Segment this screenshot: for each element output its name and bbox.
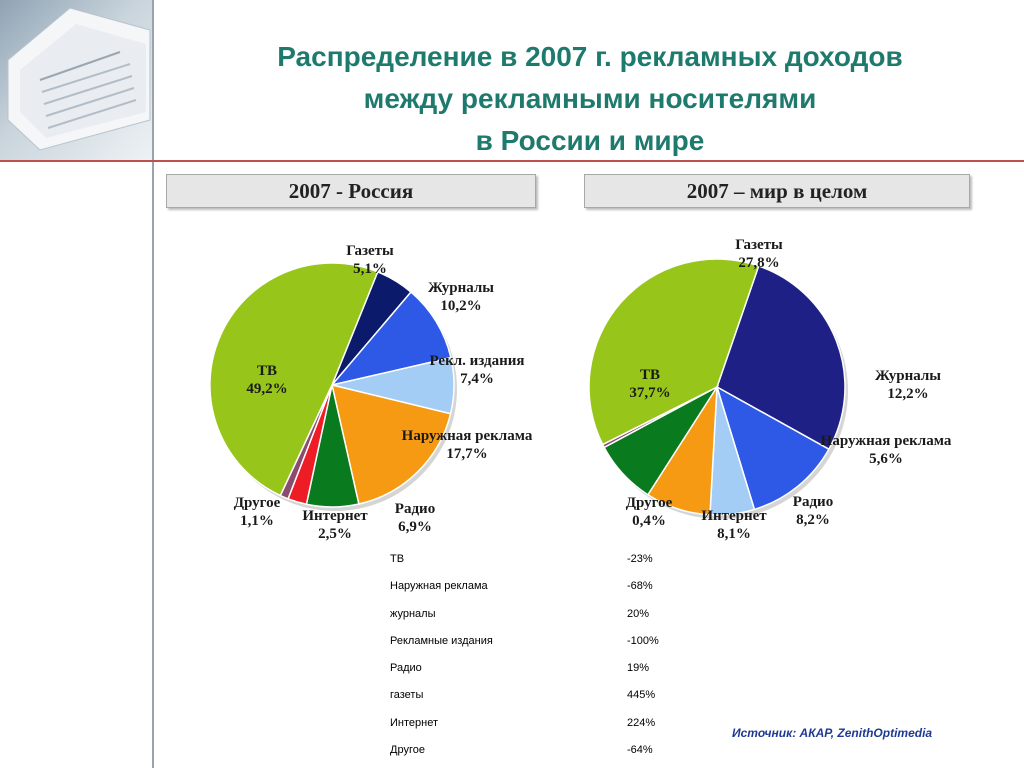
row-label: Другое (390, 744, 425, 757)
table-row: Другое -64% (380, 737, 700, 764)
title-line-2: между рекламными носителями (363, 83, 817, 114)
row-value: 19% (627, 662, 650, 675)
row-value: -68% (627, 580, 653, 593)
vertical-divider (152, 0, 154, 768)
slice-label: Интернет 8,1% (701, 508, 767, 542)
slice-label: ТВ 49,2% (246, 363, 287, 397)
slice-label: ТВ 37,7% (629, 367, 670, 401)
world-pie (588, 258, 848, 519)
table-row: Радио 19% (380, 655, 700, 682)
row-value: 20% (627, 607, 650, 620)
slice-label: Другое 1,1% (234, 495, 281, 529)
slice-label: Другое 0,4% (626, 495, 673, 529)
row-label: ТВ (390, 553, 405, 565)
pie-slice (715, 385, 830, 511)
slice-label: Радио 8,2% (793, 494, 833, 528)
pie-slice (588, 258, 760, 446)
pie-slice (331, 383, 452, 505)
row-label: газеты (390, 689, 424, 702)
table-row: Интернет 224% (380, 710, 700, 737)
slice-label: Наружная реклама 5,6% (821, 433, 952, 467)
slice-label: Газеты 27,8% (735, 237, 783, 271)
pie-slice (716, 265, 846, 451)
slice-label: Радио 6,9% (395, 501, 435, 535)
table-row: газеты 445% (380, 682, 700, 709)
world-chart-header: 2007 – мир в целом (584, 174, 970, 208)
slice-label: Рекл. издания 7,4% (429, 353, 524, 387)
table-row: ТВ -23% (380, 546, 700, 573)
slice-label: Журналы 10,2% (428, 280, 494, 314)
change-table: ТВ -23% Наружная реклама -68% журналы 20% Рекл… (380, 546, 700, 764)
russia-chart-header: 2007 - Россия (166, 174, 536, 208)
table-row: журналы 20% (380, 601, 700, 628)
title-underline (0, 160, 1024, 162)
title-line-3: в России и мире (475, 125, 705, 156)
row-value: -23% (627, 553, 653, 565)
table-row: Рекламные издания -100% (380, 628, 700, 655)
slice-label: Интернет 2,5% (302, 508, 368, 542)
row-value: 224% (627, 716, 656, 729)
pie-slice (329, 290, 452, 387)
row-value: -64% (627, 744, 653, 757)
table-row: Наружная реклама -68% (380, 573, 700, 600)
slice-label: Наружная реклама 17,7% (402, 428, 533, 462)
row-label: Интернет (390, 716, 438, 729)
newspaper-thumbnail (0, 0, 152, 160)
row-label: Радио (390, 662, 422, 675)
source-note: Источник: АКАР, ZenithOptimedia (732, 726, 933, 740)
row-label: журналы (390, 607, 436, 620)
row-label: Рекламные издания (390, 634, 493, 647)
row-value: 445% (627, 689, 656, 702)
page-title: Распределение в 2007 г. рекламных доходо… (180, 36, 1000, 162)
russia-pie (209, 262, 457, 511)
pie-charts: Газеты 5,1% Журналы 10,2% Рекл. издания 7,4% Н… (209, 237, 952, 542)
title-line-1: Распределение в 2007 г. рекламных доходо… (277, 41, 903, 72)
slice-label: Журналы 12,2% (875, 368, 941, 402)
row-label: Наружная реклама (390, 580, 488, 593)
row-value: -100% (627, 634, 659, 647)
pie-slice (209, 262, 379, 497)
slice-label: Газеты 5,1% (346, 243, 394, 277)
